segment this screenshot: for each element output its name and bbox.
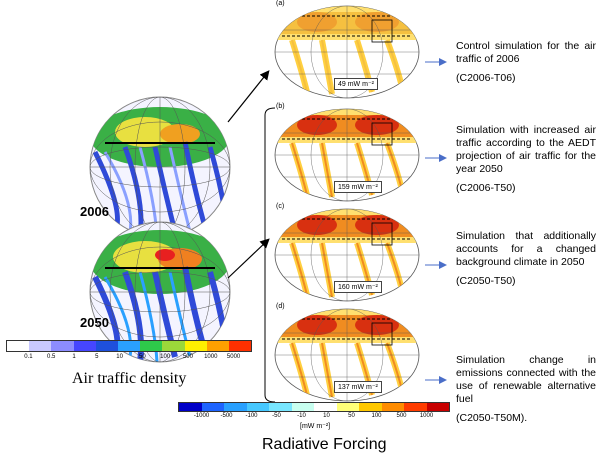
year-label-2050: 2050 bbox=[80, 315, 109, 330]
rf-map bbox=[274, 208, 420, 302]
radiative-forcing-title: Radiative Forcing bbox=[262, 436, 387, 453]
panel-letter: (b) bbox=[276, 103, 285, 110]
panel-letter: (c) bbox=[276, 203, 285, 210]
description-d-text: Simulation change in emissions connected… bbox=[456, 354, 596, 405]
colorbar-swatch bbox=[51, 341, 74, 351]
rf-map bbox=[274, 5, 420, 99]
colorbar-tick-label: -10 bbox=[297, 413, 306, 419]
colorbar-swatch bbox=[381, 403, 404, 411]
colorbar-tick-label: 0.1 bbox=[24, 354, 33, 360]
description-d: Simulation change in emissions connected… bbox=[456, 354, 596, 425]
description-b-code: (C2006-T50) bbox=[456, 182, 516, 194]
colorbar-swatch bbox=[95, 341, 118, 351]
description-a: Control simulation for the air traffic o… bbox=[456, 40, 596, 85]
colorbar-swatch bbox=[162, 341, 185, 351]
colorbar-swatch bbox=[179, 403, 202, 411]
colorbar-swatch bbox=[7, 341, 30, 351]
colorbar-tick-label: 10 bbox=[323, 413, 330, 419]
rf-map-panel: (d) 137 mW m⁻² bbox=[272, 303, 422, 403]
air-traffic-colorbar-ticks: 0.1 0.5 1 5 10 50 100 500 1000 5000 bbox=[17, 354, 245, 360]
colorbar-tick-label: 500 bbox=[396, 413, 407, 419]
colorbar-swatch bbox=[184, 341, 207, 351]
colorbar-swatch bbox=[29, 341, 52, 351]
colorbar-tick-label: 0.5 bbox=[47, 354, 56, 360]
colorbar-swatch bbox=[228, 341, 252, 351]
panel-rf-value: 49 mW m⁻² bbox=[334, 78, 378, 90]
colorbar-swatch bbox=[73, 341, 96, 351]
colorbar-tick-label: -1000 bbox=[193, 413, 210, 419]
air-traffic-colorbar bbox=[6, 340, 252, 352]
colorbar-swatch bbox=[291, 403, 314, 411]
colorbar-tick-label: -50 bbox=[272, 413, 281, 419]
colorbar-swatch bbox=[206, 341, 229, 351]
colorbar-tick-label: 50 bbox=[139, 354, 146, 360]
colorbar-tick-label: 500 bbox=[182, 354, 193, 360]
description-b: Simulation with increased air traffic ac… bbox=[456, 124, 596, 195]
colorbar-tick-label: -500 bbox=[220, 413, 233, 419]
rf-map bbox=[274, 308, 420, 402]
colorbar-swatch bbox=[404, 403, 427, 411]
colorbar-swatch bbox=[224, 403, 247, 411]
colorbar-tick-label: 10 bbox=[116, 354, 123, 360]
globe-2050 bbox=[89, 221, 231, 363]
air-traffic-density-title: Air traffic density bbox=[72, 370, 187, 387]
colorbar-swatch bbox=[201, 403, 224, 411]
description-c: Simulation that additionally accounts fo… bbox=[456, 230, 596, 288]
panel-rf-value: 137 mW m⁻² bbox=[334, 381, 382, 393]
radiative-forcing-unit: [mW m⁻²] bbox=[300, 423, 331, 430]
rf-map-panel: (c) 160 mW m⁻² bbox=[272, 203, 422, 303]
radiative-forcing-colorbar-ticks: -1000 -500 -100 -50 -10 10 50 100 500 1000 bbox=[189, 413, 439, 419]
radiative-forcing-colorbar bbox=[178, 402, 450, 412]
colorbar-tick-label: 100 bbox=[371, 413, 382, 419]
description-d-code: (C2050-T50M). bbox=[456, 412, 528, 424]
description-b-text: Simulation with increased air traffic ac… bbox=[456, 124, 596, 175]
description-c-code: (C2050-T50) bbox=[456, 275, 516, 287]
rf-map-panel: (a) 49 mW m⁻² bbox=[272, 0, 422, 100]
colorbar-tick-label: 1000 bbox=[419, 413, 434, 419]
panel-rf-value: 160 mW m⁻² bbox=[334, 281, 382, 293]
rf-map bbox=[274, 108, 420, 202]
colorbar-swatch bbox=[426, 403, 449, 411]
panel-rf-value: 159 mW m⁻² bbox=[334, 181, 382, 193]
description-a-text: Control simulation for the air traffic o… bbox=[456, 40, 596, 65]
colorbar-tick-label: 50 bbox=[348, 413, 355, 419]
colorbar-tick-label: 100 bbox=[160, 354, 171, 360]
panel-letter: (a) bbox=[276, 0, 285, 7]
panel-letter: (d) bbox=[276, 303, 285, 310]
colorbar-swatch bbox=[140, 341, 163, 351]
rf-map-panel: (b) 159 mW m⁻² bbox=[272, 103, 422, 203]
description-c-text: Simulation that additionally accounts fo… bbox=[456, 230, 596, 268]
colorbar-swatch bbox=[359, 403, 382, 411]
colorbar-tick-label: 5000 bbox=[226, 354, 241, 360]
description-a-code: (C2006-T06) bbox=[456, 72, 516, 84]
colorbar-swatch bbox=[314, 403, 337, 411]
globe-2006 bbox=[89, 96, 231, 238]
colorbar-swatch bbox=[117, 341, 141, 351]
colorbar-tick-label: 5 bbox=[95, 354, 99, 360]
colorbar-swatch bbox=[246, 403, 269, 411]
colorbar-tick-label: 1 bbox=[72, 354, 76, 360]
colorbar-tick-label: -100 bbox=[245, 413, 258, 419]
colorbar-tick-label: 1000 bbox=[204, 354, 218, 360]
colorbar-swatch bbox=[269, 403, 292, 411]
colorbar-swatch bbox=[336, 403, 359, 411]
year-label-2006: 2006 bbox=[80, 204, 109, 219]
